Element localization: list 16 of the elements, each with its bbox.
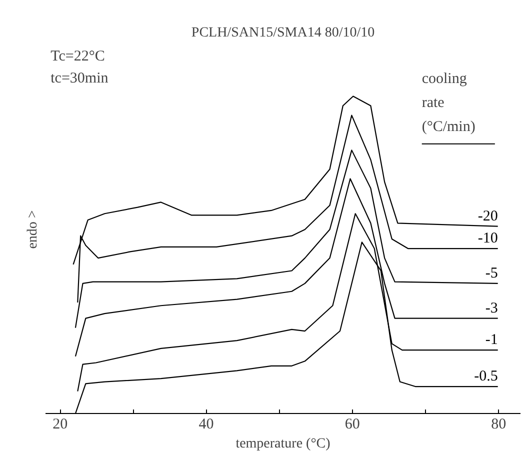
x-axis-title: temperature (°C) <box>236 436 331 452</box>
x-tick-label: 20 <box>52 416 68 432</box>
series-label: -10 <box>478 230 498 247</box>
text: Tc=22°C <box>50 48 105 65</box>
chart-title: PCLH/SAN15/SMA14 80/10/10 <box>191 26 375 40</box>
text: tc=30min <box>50 70 109 87</box>
y-axis-title: endo > <box>26 210 40 249</box>
series-label: -20 <box>478 208 498 224</box>
series-label: -5 <box>485 265 498 282</box>
x-tick-label: 80 <box>491 416 506 432</box>
x-tick-label: 60 <box>344 416 360 432</box>
series-label: -3 <box>485 300 498 316</box>
x-tick-label: 40 <box>198 416 214 432</box>
series-label: -1 <box>485 332 498 348</box>
legend-title: cooling rate (°C/min) <box>422 70 476 135</box>
series-label: -0.5 <box>474 368 498 385</box>
